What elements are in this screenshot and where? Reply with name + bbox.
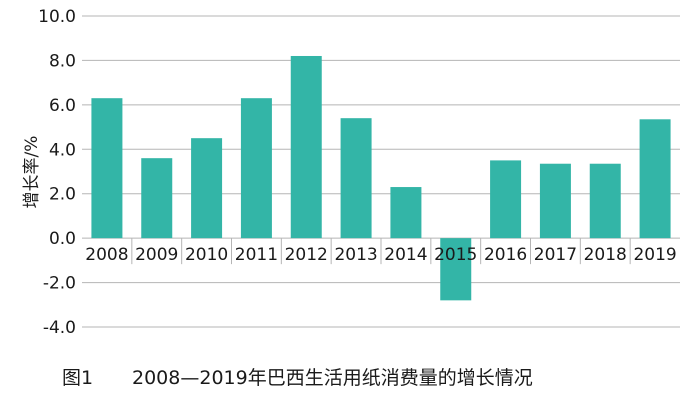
figure-number: 图1 xyxy=(62,367,93,389)
gridlines xyxy=(82,15,680,328)
bar-2018 xyxy=(589,163,621,239)
bar-2011 xyxy=(240,98,272,239)
x-tick-label: 2019 xyxy=(633,245,676,265)
x-tick-label: 2017 xyxy=(534,245,577,265)
bar-2009 xyxy=(141,158,173,239)
bar-2012 xyxy=(290,55,322,239)
y-tick-label: 0.0 xyxy=(49,229,76,249)
bar-2017 xyxy=(539,163,571,239)
bar-2019 xyxy=(639,119,671,239)
x-tick-label: 2011 xyxy=(235,245,278,265)
x-tick-label: 2015 xyxy=(434,245,477,265)
bar-2016 xyxy=(490,160,522,239)
y-tick-label: -2.0 xyxy=(43,274,76,294)
x-tick-label: 2013 xyxy=(334,245,377,265)
x-tick-label: 2016 xyxy=(484,245,527,265)
bar-2014 xyxy=(390,187,422,239)
x-tick-label: 2010 xyxy=(185,245,228,265)
x-tick-label: 2012 xyxy=(285,245,328,265)
y-tick-label: 2.0 xyxy=(49,185,76,205)
bars xyxy=(91,55,671,301)
x-tick-label: 2008 xyxy=(85,245,128,265)
y-tick-labels: -4.0 -2.0 0.0 2.0 4.0 6.0 8.0 10.0 xyxy=(38,7,76,338)
bar-2013 xyxy=(340,118,372,239)
y-tick-label: 6.0 xyxy=(49,96,76,116)
y-tick-label: 4.0 xyxy=(49,140,76,160)
bar-2015 xyxy=(440,238,472,301)
x-tick-label: 2009 xyxy=(135,245,178,265)
bar-2008 xyxy=(91,98,123,239)
x-tick-labels: 2008 2009 2010 2011 2012 2013 2014 2015 2016 2017… xyxy=(85,245,676,265)
y-tick-label: -4.0 xyxy=(43,318,76,338)
y-tick-label: 8.0 xyxy=(49,51,76,71)
y-axis-label: 增长率/% xyxy=(22,136,42,209)
x-tick-label: 2014 xyxy=(384,245,427,265)
bar-2010 xyxy=(191,138,223,239)
y-tick-label: 10.0 xyxy=(38,7,76,27)
figure-title: 2008—2019年巴西生活用纸消费量的增长情况 xyxy=(132,367,533,389)
x-tick-label: 2018 xyxy=(584,245,627,265)
